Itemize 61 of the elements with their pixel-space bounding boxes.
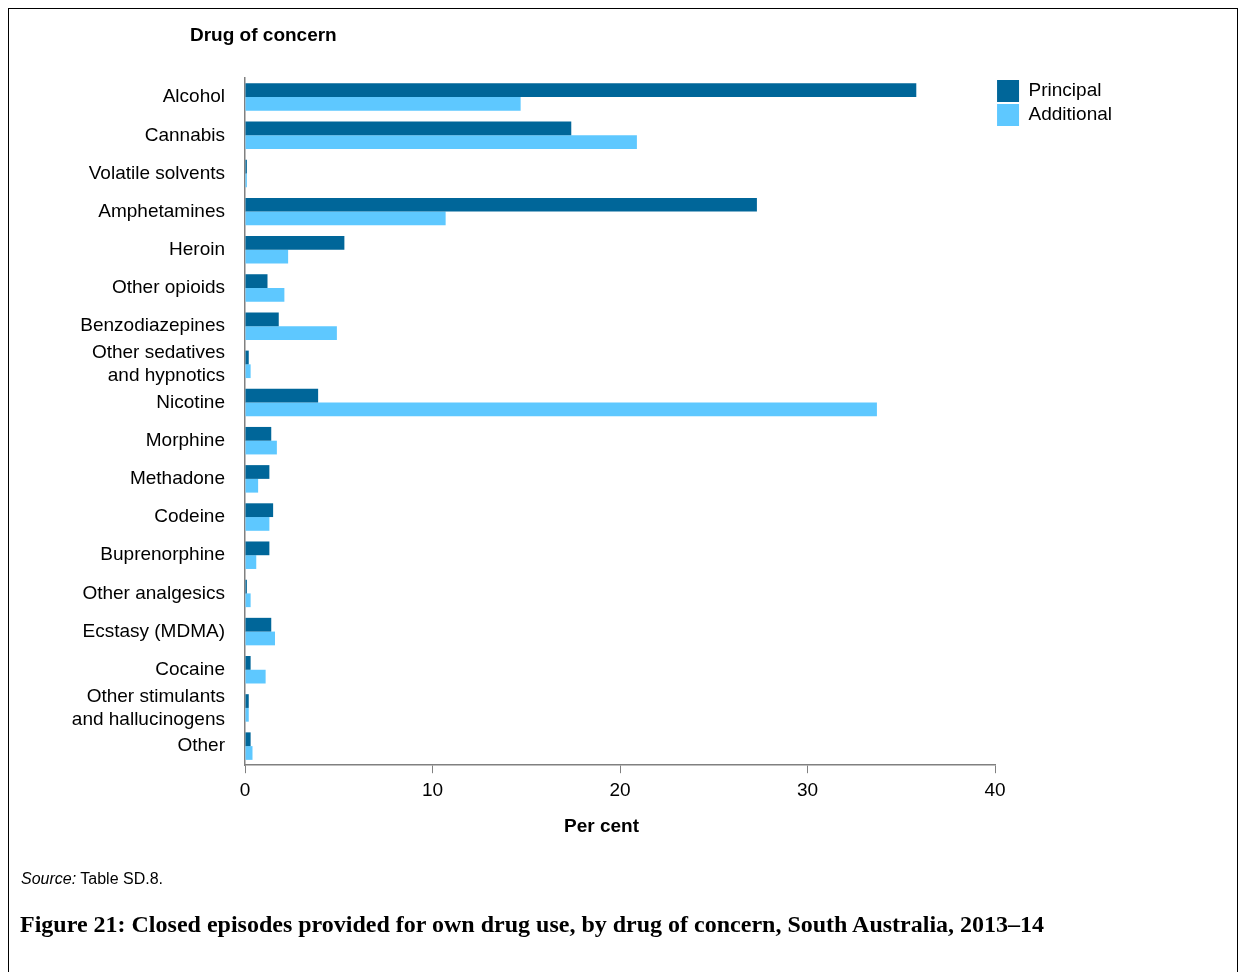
bar: [245, 287, 285, 302]
bar: [245, 135, 637, 150]
x-tick-label: 20: [609, 778, 631, 800]
bar: [245, 617, 272, 632]
x-tick-label: 0: [239, 778, 251, 800]
y-tick-label: Nicotine: [156, 390, 225, 412]
x-tick-label: 30: [796, 778, 819, 800]
y-tick-label: Volatile solvents: [88, 161, 225, 183]
bar: [245, 211, 446, 226]
bar: [245, 631, 275, 646]
x-axis-title: Per cent: [563, 815, 640, 837]
bar: [245, 478, 259, 493]
y-tick-label: Cocaine: [155, 657, 225, 679]
y-tick-label: Codeine: [154, 505, 225, 527]
bar: [245, 197, 757, 212]
bar: [245, 465, 270, 479]
bar: [245, 503, 274, 518]
bar: [245, 593, 251, 608]
bar: [245, 312, 279, 327]
bar: [245, 249, 289, 264]
y-tick-label: Ecstasy (MDMA): [82, 619, 225, 641]
y-tick-label: Benzodiazepines: [80, 314, 225, 336]
bar: [245, 364, 251, 379]
bar: [245, 746, 253, 760]
y-tick-label: Other sedatives and hypnotics: [91, 341, 225, 385]
bar: [245, 707, 249, 722]
bar: [245, 83, 917, 98]
bar: [245, 656, 251, 670]
y-tick-label: Methadone: [129, 467, 225, 489]
x-tick-label: 10: [421, 778, 444, 800]
legend-label: Additional: [1028, 103, 1112, 125]
bar: [245, 517, 270, 531]
bar: [245, 440, 277, 455]
bar: [245, 669, 266, 684]
bar: [245, 274, 268, 288]
y-tick-label: Other: [177, 734, 226, 756]
y-axis-title: Drug of concern: [190, 24, 337, 46]
legend-label: Principal: [1028, 79, 1102, 101]
bar: [245, 97, 521, 111]
y-tick-label: Cannabis: [144, 123, 225, 145]
y-tick-label: Alcohol: [162, 85, 225, 107]
y-tick-label: Other stimulants and hallucinogens: [71, 684, 225, 729]
bar: [245, 541, 270, 556]
y-tick-label: Other opioids: [111, 276, 225, 298]
bar: [245, 426, 272, 441]
x-tick-label: 40: [984, 778, 1006, 800]
bar: [245, 121, 572, 136]
y-tick-label: Heroin: [169, 238, 225, 260]
y-tick-label: Buprenorphine: [100, 543, 225, 565]
bar: [245, 388, 319, 403]
bar: [245, 236, 345, 250]
y-tick-label: Other analgesics: [82, 581, 225, 603]
bar: [245, 555, 257, 569]
y-tick-label: Morphine: [145, 428, 225, 450]
bar: [245, 694, 249, 708]
bar: [245, 326, 337, 340]
bar: [245, 732, 251, 747]
source-note: Source: Table SD.8.: [21, 870, 164, 888]
y-tick-label: Amphetamines: [98, 199, 225, 221]
text: Figure 21: Closed episodes provided for own drug use, by drug of concern, South Australia, 2013–14: [20, 910, 1046, 939]
bar: [245, 402, 877, 417]
